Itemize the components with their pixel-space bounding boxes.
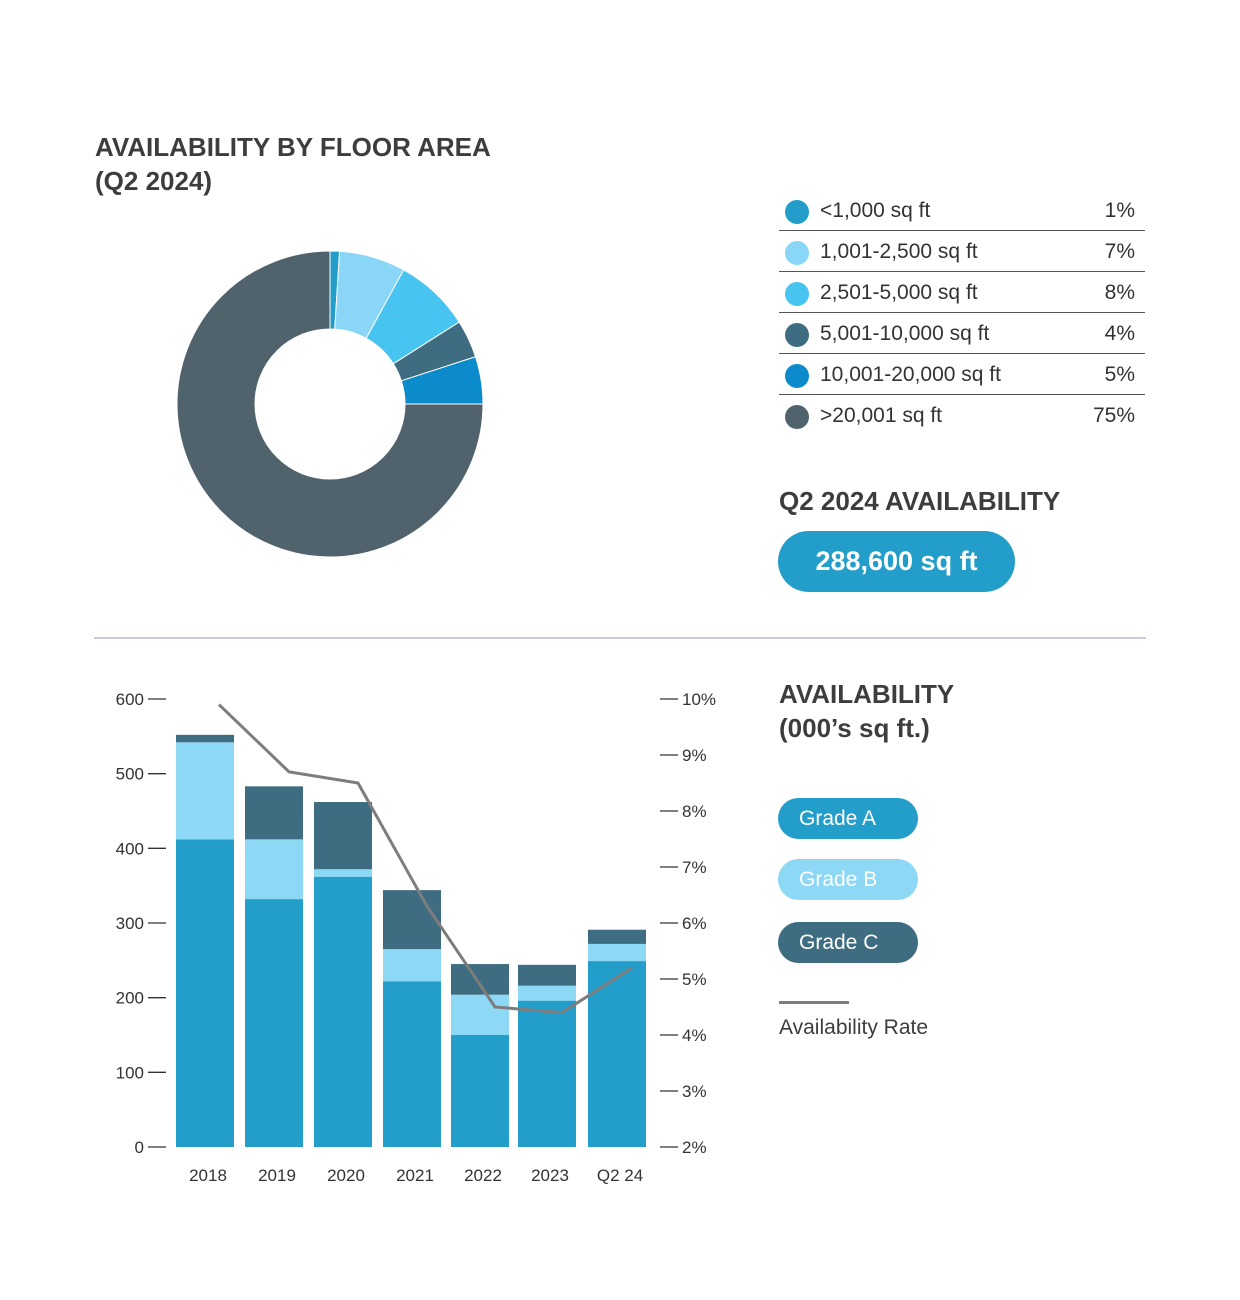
legend-dot-icon <box>785 323 809 347</box>
y2-tick-label: 8% <box>682 802 707 821</box>
legend-label: 10,001-20,000 sq ft <box>820 363 1001 386</box>
legend-dot-icon <box>785 241 809 265</box>
x-tick-label: 2022 <box>464 1166 502 1185</box>
bar-segment-grade-c <box>588 929 646 944</box>
y2-tick-label: 2% <box>682 1138 707 1157</box>
y-tick-label: 500 <box>116 765 144 784</box>
bar-segment-grade-a <box>588 961 646 1147</box>
legend-label: 5,001-10,000 sq ft <box>820 322 990 345</box>
bar-segment-grade-b <box>314 869 372 877</box>
donut-title-line1: AVAILABILITY BY FLOOR AREA <box>95 132 491 162</box>
summary-heading: Q2 2024 AVAILABILITY <box>779 486 1061 516</box>
legend-label: >20,001 sq ft <box>820 404 943 427</box>
y2-tick-label: 10% <box>682 690 716 709</box>
legend-row: 1,001-2,500 sq ft 7% <box>779 231 1145 272</box>
y2-tick-label: 4% <box>682 1026 707 1045</box>
bar-segment-grade-b <box>518 985 576 1001</box>
bar-segment-grade-c <box>518 964 576 986</box>
bar-segment-grade-c <box>176 734 234 743</box>
y2-tick-label: 6% <box>682 914 707 933</box>
bar-chart-title-line1: AVAILABILITY <box>779 679 955 709</box>
legend-row: 2,501-5,000 sq ft 8% <box>779 272 1145 313</box>
y2-tick-label: 7% <box>682 858 707 877</box>
legend-grade-b: Grade B <box>778 859 918 900</box>
y2-tick-label: 9% <box>682 746 707 765</box>
y-tick-label: 200 <box>116 989 144 1008</box>
availability-rate-line <box>217 703 633 1015</box>
bar-segment-grade-a <box>518 1000 576 1147</box>
legend-label: <1,000 sq ft <box>820 199 931 222</box>
bar-segment-grade-c <box>383 890 441 950</box>
donut-title-line2: (Q2 2024) <box>95 166 213 196</box>
bar-segment-grade-a <box>314 876 372 1147</box>
legend-dot-icon <box>785 282 809 306</box>
bar-segment-grade-b <box>451 994 509 1035</box>
legend-row: 5,001-10,000 sq ft 4% <box>779 313 1145 354</box>
legend-value: 7% <box>1104 240 1135 263</box>
legend-label: 2,501-5,000 sq ft <box>820 281 978 304</box>
legend-value: 5% <box>1104 363 1135 386</box>
donut-chart <box>176 250 484 558</box>
legend-dot-icon <box>785 200 809 224</box>
legend-value: 8% <box>1104 281 1135 304</box>
legend-value: 1% <box>1104 199 1135 222</box>
x-tick-label: 2023 <box>531 1166 569 1185</box>
x-tick-label: 2021 <box>396 1166 434 1185</box>
legend-value: 4% <box>1104 322 1135 345</box>
donut-slice <box>176 250 484 558</box>
bar-segment-grade-a <box>383 981 441 1147</box>
donut-legend: <1,000 sq ft 1% 1,001-2,500 sq ft 7% 2,501… <box>779 190 1145 436</box>
legend-row: <1,000 sq ft 1% <box>779 190 1145 231</box>
bar-segment-grade-a <box>176 839 234 1147</box>
y-tick-label: 400 <box>116 839 144 858</box>
x-tick-label: 2020 <box>327 1166 365 1185</box>
y-tick-label: 300 <box>116 914 144 933</box>
legend-dot-icon <box>785 405 809 429</box>
bar-chart-title: AVAILABILITY (000’s sq ft.) <box>779 677 954 745</box>
y2-tick-label: 5% <box>682 970 707 989</box>
bar-chart-title-line2: (000’s sq ft.) <box>779 713 930 743</box>
y-tick-label: 0 <box>135 1138 144 1157</box>
legend-line-swatch <box>779 1001 849 1004</box>
x-tick-label: 2018 <box>189 1166 227 1185</box>
donut-title: AVAILABILITY BY FLOOR AREA (Q2 2024) <box>95 130 491 198</box>
legend-grade-c: Grade C <box>778 922 918 963</box>
bar-segment-grade-a <box>245 899 303 1147</box>
bar-segment-grade-c <box>314 802 372 870</box>
bar-segment-grade-b <box>588 943 646 962</box>
y-tick-label: 100 <box>116 1063 144 1082</box>
y-tick-label: 600 <box>116 690 144 709</box>
bar-segment-grade-b <box>383 949 441 982</box>
legend-grade-a: Grade A <box>778 798 918 839</box>
legend-row: 10,001-20,000 sq ft 5% <box>779 354 1145 395</box>
legend-dot-icon <box>785 364 809 388</box>
bar-segment-grade-c <box>451 964 509 995</box>
legend-row: >20,001 sq ft 75% <box>779 395 1145 436</box>
x-tick-label: 2019 <box>258 1166 296 1185</box>
bar-segment-grade-c <box>245 786 303 840</box>
bar-chart: 0 100 200 300 400 500 600 2% 3% 4% 5% 6% 7% 8% 9% 10% 20… <box>116 690 716 1185</box>
legend-label: 1,001-2,500 sq ft <box>820 240 978 263</box>
bar-segment-grade-b <box>176 742 234 840</box>
divider <box>94 637 1146 639</box>
summary-value-badge: 288,600 sq ft <box>778 531 1015 592</box>
bar-segment-grade-a <box>451 1035 509 1147</box>
bar-segment-grade-b <box>245 839 303 900</box>
x-tick-label: Q2 24 <box>597 1166 643 1185</box>
y2-tick-label: 3% <box>682 1082 707 1101</box>
legend-availability-rate: Availability Rate <box>779 1016 929 1039</box>
legend-value: 75% <box>1092 404 1135 427</box>
